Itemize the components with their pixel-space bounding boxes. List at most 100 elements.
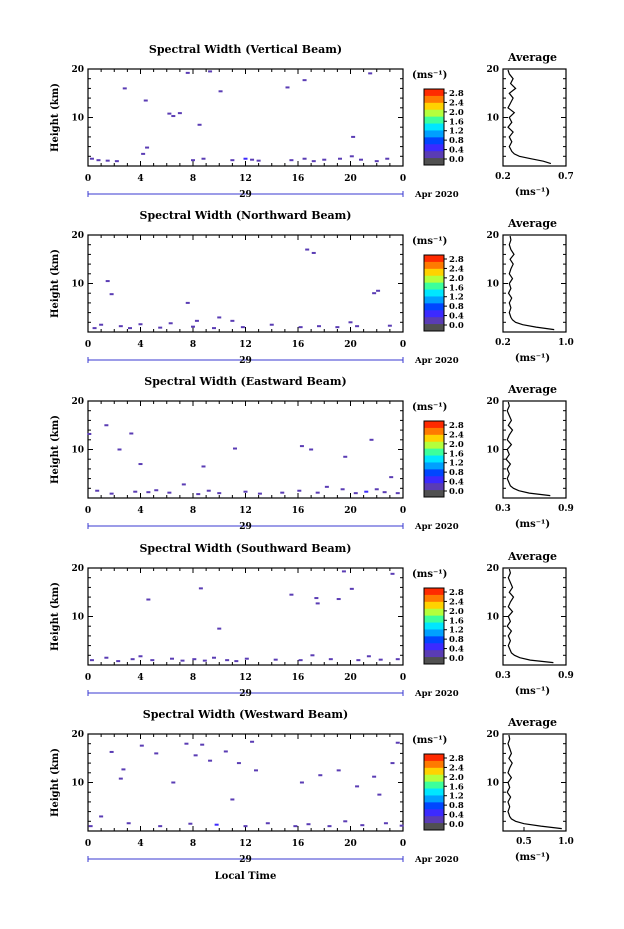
data-point — [336, 769, 341, 772]
data-point — [387, 324, 392, 327]
data-point — [145, 146, 150, 149]
x-tick-label: 12 — [239, 174, 252, 184]
colorbar-segment — [424, 767, 444, 776]
data-point — [104, 656, 109, 659]
colorbar-segment — [424, 622, 444, 630]
colorbar-segment — [424, 594, 444, 603]
data-point — [305, 248, 310, 251]
data-point — [322, 158, 327, 161]
data-point — [192, 658, 197, 661]
avg-profile-line — [506, 734, 562, 830]
avg-y-tick-label: 10 — [486, 114, 499, 124]
data-point — [338, 157, 342, 160]
colorbar-tick-label: 0.8 — [449, 136, 464, 146]
data-point — [128, 327, 132, 330]
colorbar-tick-label: 2.0 — [449, 274, 464, 284]
colorbar-segment — [424, 643, 444, 651]
colorbar-segment — [424, 109, 444, 118]
colorbar-segment — [424, 601, 444, 610]
data-point — [349, 155, 354, 158]
data-point — [298, 326, 303, 329]
plot-frame — [87, 68, 404, 167]
data-point — [289, 159, 294, 162]
data-point — [273, 658, 278, 661]
panel-title: Spectral Width (Southward Beam) — [139, 542, 351, 555]
x-tick-label: 0 — [85, 340, 91, 350]
avg-x-tick-label: 1.0 — [558, 837, 574, 847]
colorbar-tick-label: 2.4 — [449, 597, 464, 607]
colorbar-segment — [424, 823, 444, 831]
colorbar-segment — [424, 754, 444, 762]
avg-y-tick-label: 10 — [486, 280, 499, 290]
colorbar-tick-label: 1.2 — [449, 293, 464, 303]
x-tick-label: 8 — [190, 174, 196, 184]
colorbar-segment — [424, 760, 444, 769]
colorbar-tick-label: 2.8 — [449, 588, 464, 598]
data-point — [324, 485, 329, 488]
panel-title: Spectral Width (Vertical Beam) — [149, 43, 342, 56]
data-point — [139, 744, 144, 747]
data-point — [254, 769, 258, 772]
x-tick-label: 20 — [344, 673, 357, 683]
y-tick-label: 20 — [71, 397, 84, 407]
data-point — [374, 160, 379, 163]
avg-frame — [502, 400, 567, 499]
data-point — [116, 660, 121, 663]
data-point — [89, 659, 94, 662]
colorbar-tick-label: 0.8 — [449, 468, 464, 478]
y-axis-label: Height (km) — [50, 415, 61, 484]
data-point — [96, 159, 101, 162]
x-tick-label: 8 — [190, 673, 196, 683]
data-point — [341, 570, 346, 573]
avg-y-tick-label: 20 — [486, 231, 499, 241]
avg-x-tick-label: 1.0 — [558, 338, 574, 348]
data-point — [133, 490, 138, 493]
avg-y-tick-label: 10 — [486, 613, 499, 623]
avg-x-label: (ms⁻¹) — [515, 519, 550, 530]
x-tick-label: 0 — [85, 174, 91, 184]
colorbar-unit: (ms⁻¹) — [412, 569, 447, 580]
y-axis-label: Height (km) — [50, 83, 61, 152]
colorbar-tick-label: 1.6 — [449, 117, 464, 127]
date-label: Apr 2020 — [414, 190, 459, 200]
data-point — [315, 491, 320, 494]
data-point — [138, 655, 143, 658]
data-point — [212, 327, 216, 330]
data-point — [193, 754, 198, 757]
colorbar-tick-label: 2.8 — [449, 754, 464, 764]
colorbar-segment — [424, 427, 444, 436]
data-point — [170, 657, 174, 660]
x-tick-label: 16 — [292, 506, 305, 516]
avg-x-tick-label: 0.2 — [495, 338, 511, 348]
x-tick-label: 20 — [344, 506, 357, 516]
colorbar-tick-label: 0.0 — [449, 654, 464, 664]
data-point — [114, 160, 119, 163]
data-point — [336, 598, 341, 601]
colorbar-segment — [424, 137, 444, 145]
data-point — [154, 752, 159, 755]
data-point — [105, 159, 110, 162]
data-point — [315, 602, 320, 605]
data-point — [395, 492, 400, 495]
avg-x-tick-label: 0.2 — [495, 172, 511, 182]
x-tick-label: 16 — [292, 174, 305, 184]
y-tick-label: 10 — [71, 446, 84, 456]
data-point — [198, 587, 203, 590]
data-point — [348, 321, 353, 324]
colorbar-frame — [423, 587, 445, 665]
data-point — [335, 326, 340, 329]
data-point — [129, 432, 134, 435]
colorbar-segment — [424, 275, 444, 284]
data-point — [349, 587, 354, 590]
colorbar-segment — [424, 434, 444, 443]
data-point — [364, 490, 369, 493]
colorbar-frame — [423, 420, 445, 498]
data-point — [327, 825, 332, 828]
data-point — [143, 99, 148, 102]
data-point — [104, 424, 109, 427]
data-point — [299, 445, 304, 448]
x-tick-label: 12 — [239, 839, 252, 849]
colorbar-segment — [424, 116, 444, 125]
x-axis-label: Local Time — [215, 871, 277, 882]
colorbar-unit: (ms⁻¹) — [412, 236, 447, 247]
